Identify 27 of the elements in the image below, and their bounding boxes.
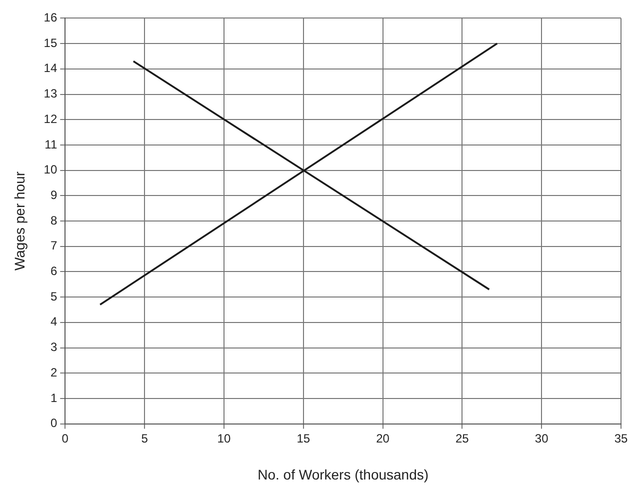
y-tick-label: 15 [44,36,58,50]
y-tick-label: 4 [50,314,58,329]
y-tick-label: 2 [50,365,58,380]
y-tick-label: 7 [50,238,58,253]
x-tick-label: 35 [614,431,628,446]
y-tick-label: 11 [44,137,58,152]
y-tick-label: 5 [50,289,58,304]
x-tick-label: 5 [141,431,148,446]
y-tick-label: 3 [50,340,58,354]
y-tick-label: 10 [44,162,58,177]
y-tick-label: 16 [44,10,58,25]
x-tick-label: 25 [456,431,470,446]
y-tick-label: 14 [44,61,58,76]
y-axis-title: Wages per hour [11,171,28,271]
y-tick-label: 12 [44,112,58,126]
x-tick-label: 20 [376,431,390,446]
y-tick-label: 13 [44,86,58,101]
y-tick-label: 0 [50,416,58,430]
y-tick-label: 8 [50,213,58,228]
x-tick-label: 15 [296,431,310,446]
x-axis-title: No. of Workers (thousands) [258,466,429,482]
x-tick-label: 30 [534,431,549,446]
y-tick-label: 9 [50,188,58,202]
x-tick-label: 10 [217,431,231,446]
y-tick-label: 6 [50,264,58,278]
y-tick-label: 1 [50,390,58,405]
x-tick-label: 0 [62,431,69,446]
